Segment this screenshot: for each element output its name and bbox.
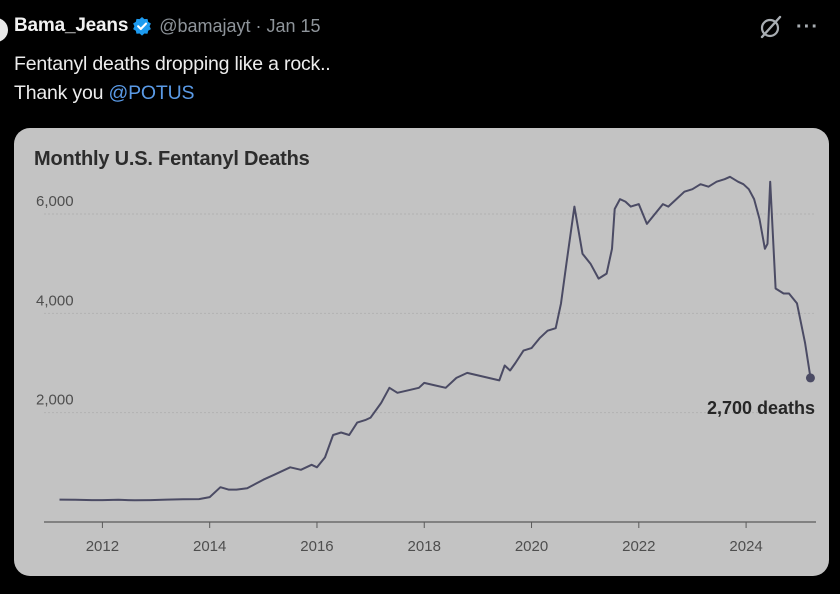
- grok-icon[interactable]: [758, 14, 784, 40]
- x-tick-label: 2016: [300, 538, 333, 555]
- tweet-text-prefix: Thank you: [14, 82, 109, 104]
- y-tick-label: 6,000: [36, 193, 74, 210]
- end-point-marker: [805, 373, 815, 383]
- avatar[interactable]: [0, 18, 8, 42]
- x-tick-label: 2020: [515, 538, 548, 555]
- mention-link[interactable]: @POTUS: [108, 82, 195, 104]
- y-tick-label: 4,000: [36, 292, 74, 309]
- x-tick-label: 2018: [408, 538, 441, 555]
- handle[interactable]: @bamajayt: [159, 15, 251, 36]
- x-tick-label: 2014: [193, 538, 226, 555]
- x-tick-label: 2012: [86, 538, 119, 555]
- series-line: [59, 175, 812, 502]
- tweet-header: Bama_Jeans @bamajayt · Jan 15: [14, 12, 321, 40]
- y-tick-label: 2,000: [36, 392, 74, 409]
- separator-dot: ·: [255, 15, 262, 36]
- tweet-date[interactable]: Jan 15: [266, 15, 321, 36]
- chart-title: Monthly U.S. Fentanyl Deaths: [34, 148, 310, 170]
- line-chart: 2,000 4,000 6,000 2012 2014 2016 2018 2020 2022 2…: [36, 175, 816, 555]
- verified-badge-icon[interactable]: [132, 16, 152, 36]
- x-tick-label: 2024: [729, 538, 762, 555]
- media-card-chart[interactable]: 2,000 4,000 6,000 2012 2014 2016 2018 2020 2022 2…: [14, 128, 829, 576]
- tweet-text: Fentanyl deaths dropping like a rock.. T…: [14, 50, 331, 108]
- chart-annotation-label: 2,700 deaths: [706, 398, 815, 418]
- tweet-text-line2: Thank you @POTUS: [14, 79, 331, 108]
- x-tick-label: 2022: [622, 538, 655, 555]
- display-name[interactable]: Bama_Jeans: [14, 15, 129, 36]
- more-options-icon[interactable]: ···: [796, 16, 819, 38]
- tweet-text-line1: Fentanyl deaths dropping like a rock..: [14, 53, 331, 75]
